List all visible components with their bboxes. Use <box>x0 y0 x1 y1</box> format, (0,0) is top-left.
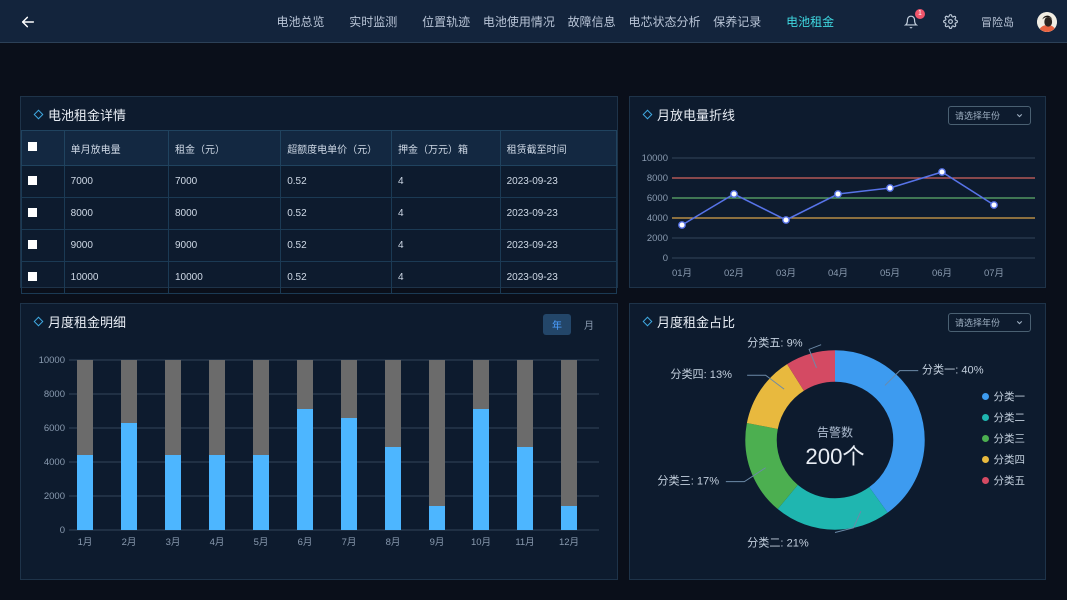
svg-text:01月: 01月 <box>672 268 692 279</box>
svg-text:0: 0 <box>60 525 65 536</box>
svg-text:0: 0 <box>663 253 668 264</box>
svg-text:8月: 8月 <box>386 537 401 548</box>
svg-text:9月: 9月 <box>430 537 445 548</box>
svg-text:6000: 6000 <box>44 423 65 434</box>
svg-text:10月: 10月 <box>471 537 491 548</box>
svg-text:2000: 2000 <box>44 491 65 502</box>
svg-text:02月: 02月 <box>724 268 744 279</box>
svg-text:200个: 200个 <box>805 444 864 469</box>
svg-text:分类一: 40%: 分类一: 40% <box>922 362 984 376</box>
svg-text:分类三: 17%: 分类三: 17% <box>657 473 719 487</box>
svg-text:5月: 5月 <box>254 537 269 548</box>
svg-text:1月: 1月 <box>78 537 93 548</box>
svg-text:05月: 05月 <box>880 268 900 279</box>
svg-text:03月: 03月 <box>776 268 796 279</box>
svg-text:10000: 10000 <box>642 153 668 164</box>
svg-text:07月: 07月 <box>984 268 1004 279</box>
svg-text:8000: 8000 <box>44 389 65 400</box>
svg-text:2月: 2月 <box>122 537 137 548</box>
svg-text:4月: 4月 <box>210 537 225 548</box>
svg-text:12月: 12月 <box>559 537 579 548</box>
svg-text:8000: 8000 <box>647 173 668 184</box>
svg-text:06月: 06月 <box>932 268 952 279</box>
svg-text:11月: 11月 <box>515 537 534 548</box>
svg-text:告警数: 告警数 <box>817 424 853 439</box>
svg-text:10000: 10000 <box>39 355 65 366</box>
svg-text:分类二: 21%: 分类二: 21% <box>747 535 809 549</box>
svg-text:4000: 4000 <box>44 457 65 468</box>
svg-text:7月: 7月 <box>342 537 357 548</box>
svg-text:04月: 04月 <box>828 268 848 279</box>
svg-text:分类五: 9%: 分类五: 9% <box>747 337 803 350</box>
svg-text:2000: 2000 <box>647 233 668 244</box>
svg-text:6000: 6000 <box>647 193 668 204</box>
svg-text:3月: 3月 <box>166 537 181 548</box>
svg-text:4000: 4000 <box>647 213 668 224</box>
svg-text:6月: 6月 <box>298 537 313 548</box>
svg-text:分类四: 13%: 分类四: 13% <box>670 367 732 381</box>
